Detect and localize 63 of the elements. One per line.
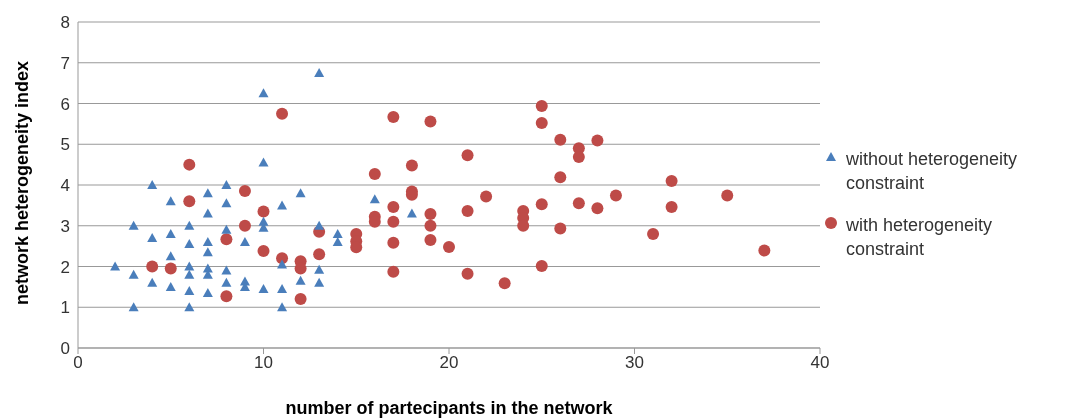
y-tick-label: 7 (60, 53, 70, 73)
y-axis-title: network heterogeneity index (12, 60, 33, 305)
point (314, 264, 325, 274)
point (406, 208, 417, 218)
point (202, 188, 213, 198)
point (221, 265, 232, 275)
point (277, 200, 288, 210)
point (332, 228, 343, 238)
x-tick-label: 20 (439, 353, 459, 373)
x-tick-label: 0 (73, 353, 83, 373)
point (184, 261, 195, 271)
legend-label: with heterogeneity constraint (846, 214, 994, 261)
point (221, 224, 232, 234)
point (202, 247, 213, 257)
point (165, 281, 176, 291)
point (221, 277, 232, 287)
point (314, 220, 325, 230)
point (202, 208, 213, 218)
point (202, 287, 213, 297)
point (314, 67, 325, 77)
point (184, 220, 195, 230)
point (369, 194, 380, 204)
point (314, 277, 325, 287)
point (110, 261, 121, 271)
point (221, 180, 232, 189)
x-tick-label: 10 (254, 353, 273, 373)
point (184, 239, 195, 249)
point (295, 275, 306, 285)
point (239, 237, 250, 247)
point (147, 277, 158, 287)
point (184, 269, 195, 279)
legend-label: without heterogeneity constraint (846, 148, 1019, 195)
point (128, 220, 139, 230)
point (277, 283, 288, 293)
y-tick-label: 6 (60, 94, 70, 114)
point (258, 88, 269, 98)
point (147, 180, 158, 189)
point (165, 196, 176, 206)
y-tick-label: 3 (60, 216, 70, 236)
y-tick-label: 4 (60, 176, 70, 196)
x-axis-title: number of partecipants in the network (285, 398, 614, 418)
x-tick-label: 30 (625, 353, 644, 373)
y-tick-label: 0 (60, 339, 70, 359)
point (295, 188, 306, 198)
x-tick-label: 40 (810, 353, 830, 373)
point (277, 302, 288, 312)
y-tick-label: 5 (60, 135, 70, 155)
point (332, 237, 343, 247)
y-tick-label: 2 (60, 257, 70, 277)
point (165, 251, 176, 261)
point (184, 285, 195, 295)
point (128, 302, 139, 312)
point (184, 302, 195, 312)
point (147, 232, 158, 242)
y-tick-label: 8 (60, 13, 70, 33)
y-tick-label: 1 (60, 298, 70, 318)
point (221, 198, 232, 208)
point (277, 259, 288, 269)
point (128, 269, 139, 279)
point (202, 237, 213, 247)
point (258, 157, 269, 167)
point (258, 283, 269, 293)
point (165, 228, 176, 238)
